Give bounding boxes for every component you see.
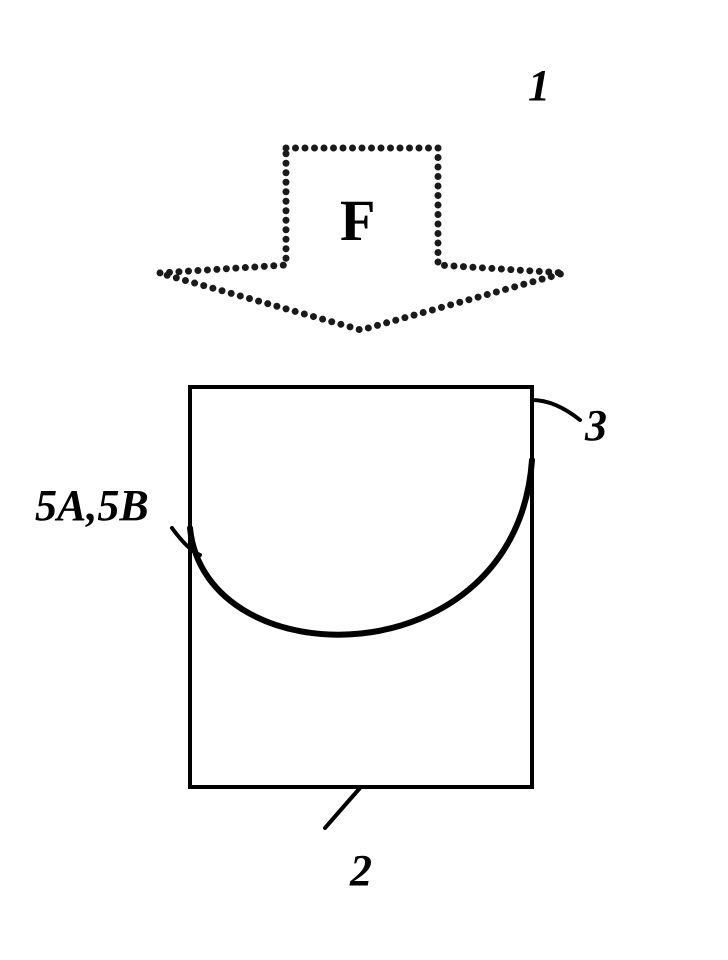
label-1: 1 — [528, 61, 550, 110]
label-5a5b: 5A,5B — [35, 481, 149, 530]
specimen-box — [190, 387, 532, 787]
label-F: F — [340, 188, 375, 253]
label-2: 2 — [349, 846, 372, 895]
leader-two — [325, 788, 360, 828]
interface-curve — [190, 460, 532, 635]
leader-fiveAB — [172, 528, 200, 555]
leader-three — [532, 400, 580, 420]
label-3: 3 — [584, 401, 607, 450]
